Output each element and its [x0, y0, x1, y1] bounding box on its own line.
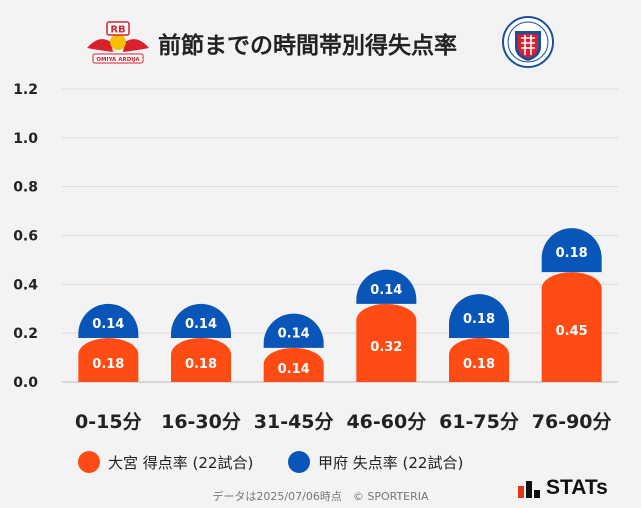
data-label-series-1: 0.18	[556, 246, 588, 261]
y-tick-label: 0.4	[13, 277, 38, 293]
y-tick-label: 0.6	[13, 229, 38, 245]
y-tick-label: 0.8	[13, 180, 38, 196]
bar-segment-series-1	[541, 228, 602, 273]
legend-dot-0	[78, 451, 100, 473]
data-label-series-0: 0.18	[463, 357, 495, 372]
data-label-series-0: 0.18	[185, 357, 217, 372]
legend-label-1: 甲府 失点率 (22試合)	[318, 453, 464, 472]
bar-segment-series-1	[263, 313, 324, 348]
stats-logo-icon	[518, 481, 540, 498]
footnote: データは2025/07/06時点 © SPORTERIA	[212, 490, 429, 503]
data-label-series-1: 0.14	[278, 327, 310, 342]
left-logo-subtext: OMIYA ARDIJA	[96, 57, 140, 63]
legend-dot-1	[288, 451, 310, 473]
data-label-series-1: 0.18	[463, 312, 495, 327]
bar-segment-series-0	[356, 303, 417, 382]
bar-segment-series-0	[541, 272, 602, 382]
page-title: 前節までの時間帯別得失点率	[158, 33, 457, 59]
data-label-series-1: 0.14	[185, 317, 217, 332]
y-tick-label: 0.2	[13, 326, 38, 342]
bar-segment-series-1	[78, 303, 139, 339]
left-logo-text: RB	[110, 25, 125, 36]
bar-segment-series-0	[78, 338, 139, 382]
x-tick-label: 61-75分	[439, 411, 519, 433]
legend-label-0: 大宮 得点率 (22試合)	[108, 453, 254, 472]
bar-segment-series-0	[263, 347, 324, 382]
bar-segment-series-0	[449, 338, 509, 382]
data-label-series-0: 0.45	[556, 324, 588, 339]
data-label-series-1: 0.14	[92, 317, 124, 332]
data-label-series-0: 0.14	[278, 362, 310, 377]
x-tick-label: 46-60分	[346, 411, 426, 433]
data-label-series-0: 0.18	[92, 357, 124, 372]
header: RB OMIYA ARDIJA 前節までの時間帯別得失点率	[0, 0, 641, 80]
y-tick-label: 1.2	[13, 82, 38, 98]
x-tick-label: 0-15分	[75, 411, 142, 433]
bar-segment-series-1	[356, 269, 417, 304]
bar-segment-series-1	[449, 294, 509, 339]
x-tick-label: 76-90分	[532, 411, 612, 433]
omiya-logo-icon: RB OMIYA ARDIJA	[87, 21, 149, 64]
legend-item-series-1: 甲府 失点率 (22試合)	[288, 449, 463, 475]
bar-segment-series-0	[171, 338, 232, 382]
stats-brand: STATs	[518, 476, 608, 500]
brand-text: STATs	[546, 476, 608, 499]
kofu-logo-icon	[502, 16, 554, 68]
x-tick-label: 31-45分	[254, 411, 334, 433]
bar-segment-series-1	[171, 303, 232, 339]
y-tick-label: 1.0	[13, 131, 38, 147]
legend-item-series-0: 大宮 得点率 (22試合)	[78, 449, 253, 475]
x-tick-label: 16-30分	[161, 411, 241, 433]
data-label-series-0: 0.32	[370, 340, 402, 355]
y-tick-label: 0.0	[13, 375, 38, 391]
data-label-series-1: 0.14	[370, 283, 402, 298]
